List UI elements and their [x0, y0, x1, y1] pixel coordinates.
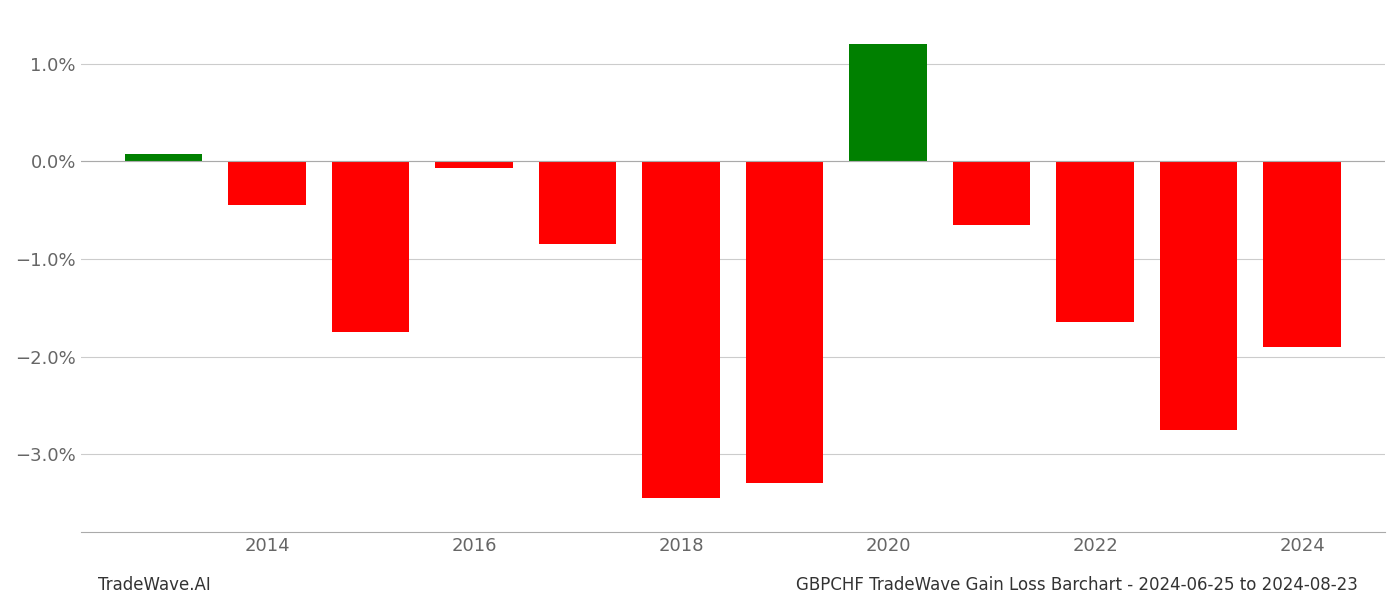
- Text: TradeWave.AI: TradeWave.AI: [98, 576, 211, 594]
- Bar: [435, 161, 512, 168]
- Bar: [1159, 161, 1238, 430]
- Bar: [1057, 161, 1134, 322]
- Bar: [228, 161, 305, 205]
- Bar: [953, 161, 1030, 225]
- Text: GBPCHF TradeWave Gain Loss Barchart - 2024-06-25 to 2024-08-23: GBPCHF TradeWave Gain Loss Barchart - 20…: [797, 576, 1358, 594]
- Bar: [1263, 161, 1341, 347]
- Bar: [643, 161, 720, 498]
- Bar: [332, 161, 409, 332]
- Bar: [539, 161, 616, 244]
- Bar: [746, 161, 823, 484]
- Bar: [850, 44, 927, 161]
- Bar: [125, 154, 202, 161]
